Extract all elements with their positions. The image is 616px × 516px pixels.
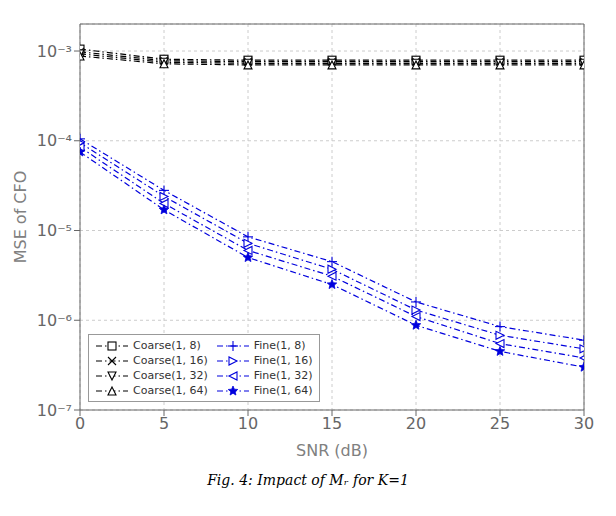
- html-text:Coarse(1, 32): Coarse(1, 32): [133, 369, 208, 382]
- svg-text:20: 20: [406, 414, 426, 433]
- svg-text:10⁻⁴: 10⁻⁴: [37, 131, 72, 150]
- html-text:Coarse(1, 8): Coarse(1, 8): [133, 339, 201, 352]
- svg-text:10⁻⁶: 10⁻⁶: [37, 311, 72, 330]
- html-text:Coarse(1, 16): Coarse(1, 16): [133, 354, 208, 367]
- html-text:Fine(1, 64): Fine(1, 64): [253, 384, 313, 397]
- svg-text:0: 0: [75, 414, 85, 433]
- html-text:Coarse(1, 64): Coarse(1, 64): [133, 384, 208, 397]
- svg-text:10⁻⁷: 10⁻⁷: [37, 401, 72, 420]
- html-text:Fine(1, 16): Fine(1, 16): [253, 354, 313, 367]
- svg-text:10: 10: [238, 414, 258, 433]
- html-text:Fine(1, 32): Fine(1, 32): [253, 369, 313, 382]
- svg-text:15: 15: [322, 414, 342, 433]
- svg-text:10⁻³: 10⁻³: [37, 42, 72, 61]
- svg-text:MSE of CFO: MSE of CFO: [11, 171, 30, 264]
- svg-text:5: 5: [159, 414, 169, 433]
- html-text:Fine(1, 8): Fine(1, 8): [253, 339, 306, 352]
- svg-text:25: 25: [490, 414, 510, 433]
- html-text:Fig. 4: Impact of Mᵣ for K=1: Fig. 4: Impact of Mᵣ for K=1: [207, 472, 409, 488]
- svg-text:30: 30: [574, 414, 594, 433]
- svg-text:10⁻⁵: 10⁻⁵: [37, 221, 72, 240]
- svg-text:SNR (dB): SNR (dB): [296, 441, 368, 460]
